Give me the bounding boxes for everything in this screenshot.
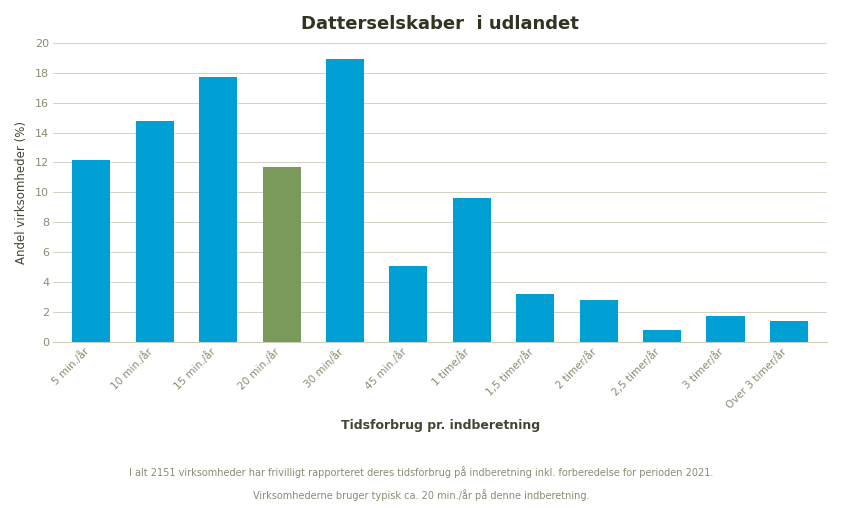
- Bar: [326, 59, 364, 342]
- Bar: [389, 266, 428, 342]
- Bar: [263, 167, 301, 342]
- Title: Datterselskaber  i udlandet: Datterselskaber i udlandet: [301, 15, 579, 33]
- Bar: [706, 316, 744, 342]
- Text: Virksomhederne bruger typisk ca. 20 min./år på denne indberetning.: Virksomhederne bruger typisk ca. 20 min.…: [253, 489, 589, 501]
- Bar: [199, 77, 237, 342]
- Y-axis label: Andel virksomheder (%): Andel virksomheder (%): [15, 121, 28, 264]
- Text: I alt 2151 virksomheder har frivilligt rapporteret deres tidsforbrug på indberet: I alt 2151 virksomheder har frivilligt r…: [129, 466, 713, 479]
- Bar: [136, 120, 173, 342]
- Bar: [579, 300, 618, 342]
- X-axis label: Tidsforbrug pr. indberetning: Tidsforbrug pr. indberetning: [340, 419, 540, 432]
- Bar: [72, 160, 110, 342]
- Bar: [453, 199, 491, 342]
- Bar: [516, 294, 554, 342]
- Bar: [643, 330, 681, 342]
- Bar: [770, 321, 808, 342]
